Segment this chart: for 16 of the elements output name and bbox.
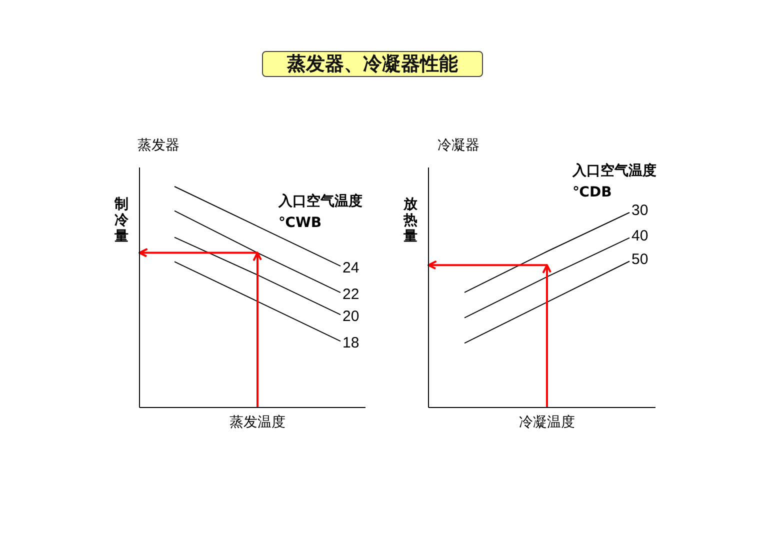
chart-title: 蒸发器、冷凝器性能 xyxy=(262,51,483,77)
chart-subtitle: 冷凝器 xyxy=(438,138,480,154)
legend-title: 入口空气温度 ℃DB xyxy=(572,162,656,200)
x-axis-title: 冷凝温度 xyxy=(519,414,575,430)
series-label: 50 xyxy=(632,250,648,268)
series-label: 20 xyxy=(342,308,360,326)
series-label: 24 xyxy=(342,260,360,277)
series-label: 30 xyxy=(632,202,648,219)
series-label: 40 xyxy=(632,227,648,244)
x-axis-title: 蒸发温度 xyxy=(230,414,286,430)
chart-subtitle: 蒸发器 xyxy=(138,138,180,154)
legend-title: 入口空气温度 ℃WB xyxy=(278,192,362,232)
series-label: 22 xyxy=(342,286,360,304)
y-axis-title: 制冷量 xyxy=(114,196,130,244)
y-axis-title: 放热量 xyxy=(402,196,418,244)
series-label: 18 xyxy=(342,334,360,352)
